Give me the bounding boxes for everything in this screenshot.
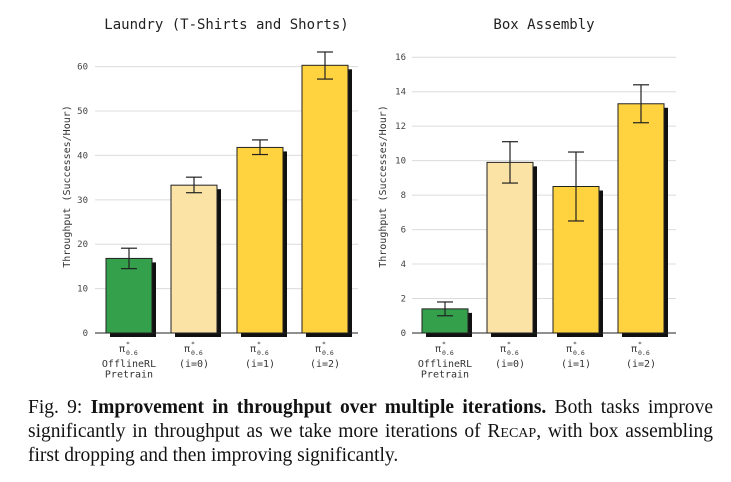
category-symbol: π: [631, 344, 637, 355]
y-tick-label: 2: [401, 295, 406, 305]
category-symbol: π: [250, 344, 256, 355]
caption-label: Fig. 9:: [28, 397, 91, 418]
y-tick-label: 50: [77, 107, 88, 117]
category-label: (i=2): [310, 359, 340, 370]
category-sup: *: [126, 340, 130, 348]
category-sub: 0.6: [638, 349, 650, 357]
y-tick-label: 40: [77, 151, 88, 161]
category-symbol: π: [315, 344, 321, 355]
y-tick-label: 0: [401, 329, 406, 339]
caption-small-caps: Recap: [487, 421, 537, 442]
category-sup: *: [257, 340, 261, 348]
category-sup: *: [442, 340, 446, 348]
y-tick-label: 8: [401, 191, 406, 201]
category-sub: 0.6: [507, 349, 519, 357]
category-label: OfflineRL: [102, 359, 156, 370]
category-sup: *: [507, 340, 511, 348]
category-label: (i=1): [245, 359, 275, 370]
category-sub: 0.6: [126, 349, 138, 357]
caption-text-1: Both tasks improve significantly in thro…: [28, 397, 713, 442]
category-sub: 0.6: [322, 349, 334, 357]
caption-bold: Improvement in throughput over multiple …: [90, 397, 547, 418]
category-label: (i=2): [626, 359, 656, 370]
bar: [301, 64, 349, 334]
category-label: Pretrain: [421, 370, 469, 381]
bar: [617, 103, 665, 334]
y-axis-label: Throughput (Successes/Hour): [378, 105, 389, 268]
y-tick-label: 4: [401, 260, 406, 270]
category-sup: *: [638, 340, 642, 348]
y-tick-label: 60: [77, 63, 88, 73]
category-symbol: π: [184, 344, 190, 355]
y-tick-label: 20: [77, 240, 88, 250]
category-symbol: π: [435, 344, 441, 355]
y-tick-label: 16: [395, 53, 406, 63]
y-tick-label: 30: [77, 196, 88, 206]
category-sup: *: [191, 340, 195, 348]
category-label: Pretrain: [105, 370, 153, 381]
bar: [170, 184, 218, 334]
category-label: OfflineRL: [418, 359, 472, 370]
bar: [105, 257, 153, 334]
category-symbol: π: [119, 344, 125, 355]
y-axis-label: Throughput (Successes/Hour): [62, 105, 73, 268]
caption-text-2: , with box assembling first dropping and…: [28, 421, 713, 466]
chart-laundry: Laundry (T-Shirts and Shorts) 0 10 20 30 40 50…: [62, 17, 358, 381]
category-sub: 0.6: [573, 349, 585, 357]
category-label: (i=0): [179, 359, 209, 370]
y-tick-label: 12: [395, 122, 406, 132]
category-sup: *: [573, 340, 577, 348]
category-sub: 0.6: [191, 349, 203, 357]
y-tick-label: 10: [395, 157, 406, 167]
category-sub: 0.6: [257, 349, 269, 357]
chart-title: Laundry (T-Shirts and Shorts): [104, 17, 348, 33]
category-symbol: π: [566, 344, 572, 355]
category-symbol: π: [500, 344, 506, 355]
category-sup: *: [322, 340, 326, 348]
y-tick-label: 6: [401, 226, 406, 236]
y-tick-label: 0: [83, 329, 88, 339]
category-sub: 0.6: [442, 349, 454, 357]
y-tick-label: 14: [395, 88, 406, 98]
category-label: (i=1): [561, 359, 591, 370]
y-tick-label: 10: [77, 285, 88, 295]
figure-caption: Fig. 9: Improvement in throughput over m…: [28, 396, 713, 468]
chart-title: Box Assembly: [493, 17, 594, 33]
bar: [236, 146, 284, 334]
chart-box-assembly: Box Assembly 0 2 4 6 8 10 12 14 16 Throughput (Suc…: [378, 17, 676, 381]
bar: [486, 161, 534, 334]
category-label: (i=0): [495, 359, 525, 370]
